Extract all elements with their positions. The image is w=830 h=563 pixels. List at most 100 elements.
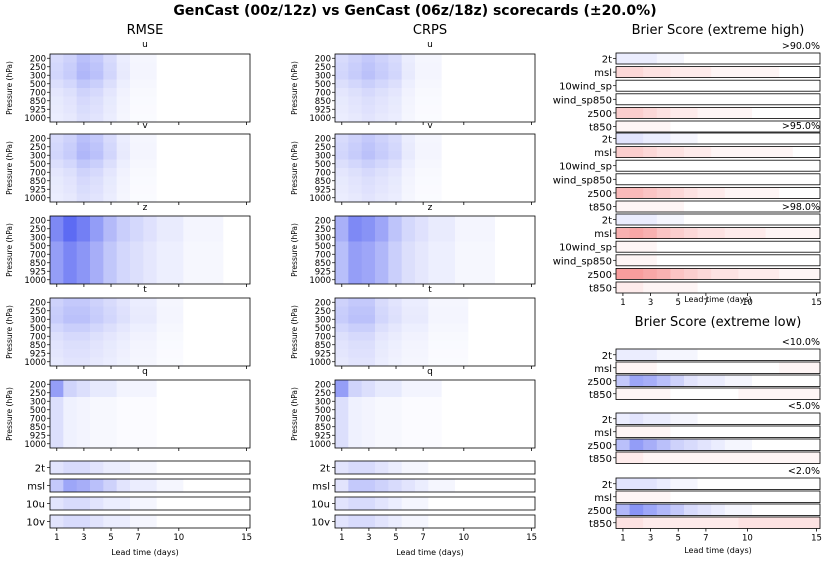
heatmap-crps-q-cell xyxy=(335,439,349,448)
heatmap-rmse-v-cell xyxy=(90,142,104,151)
heatmap-rmse-q-cell xyxy=(130,414,144,423)
heatmap-rmse-t-cell xyxy=(223,306,238,315)
brier-high-t850-cell xyxy=(656,121,671,132)
heatmap-crps-q-cell xyxy=(481,439,496,448)
heatmap-crps-q-cell xyxy=(508,431,523,440)
heatmap-crps-v-cell xyxy=(521,142,536,151)
heatmap-crps-t-cell xyxy=(375,315,389,324)
brier-low-t850-cell xyxy=(643,452,658,464)
brier-low-msl-cell xyxy=(670,362,685,374)
heatmap-crps-t-cell xyxy=(508,332,523,341)
brier-high-wind_sp850-cell xyxy=(738,173,753,185)
heatmap-crps-t-cell xyxy=(415,315,429,324)
heatmap-rmse-v-cell xyxy=(156,142,171,151)
heatmap-crps-u-cell xyxy=(415,96,429,105)
heatmap-rmse-v-cell xyxy=(156,185,171,194)
brier-high-z500-cell xyxy=(779,107,794,119)
brier-high-msl-cell xyxy=(724,66,739,78)
heatmap-rmse-u-cell xyxy=(196,88,211,97)
brier-high-wind_sp850-cell xyxy=(792,173,807,185)
heatmap-crps-q-cell xyxy=(415,380,429,389)
heatmap-crps-u-cell xyxy=(361,113,376,122)
heatmap-crps-t-cell xyxy=(455,349,469,358)
heatmap-rmse-z-cell xyxy=(130,258,144,267)
heatmap-crps-t-cell xyxy=(375,340,389,349)
heatmap-rmse-t-cell xyxy=(143,323,158,332)
heatmap-rmse-z-cell xyxy=(63,250,78,259)
heatmap-rmse-v-cell xyxy=(103,193,118,202)
heatmap-crps-t-cell xyxy=(481,323,496,332)
heatmap-crps-q-cell xyxy=(521,422,536,431)
brier-high-t850-cell xyxy=(765,121,780,132)
level-label: 925 xyxy=(30,349,46,359)
heatmap-rmse-t-cell xyxy=(143,357,158,366)
heatmap-rmse-z-cell xyxy=(63,224,78,233)
heatmap-rmse-q-cell xyxy=(210,405,224,414)
heatmap-crps-t-cell xyxy=(495,323,509,332)
heatmap-crps-v-cell xyxy=(441,159,456,168)
heatmap-crps-z-cell xyxy=(495,267,509,276)
heatmap-crps-q-cell xyxy=(415,414,429,423)
brier-high-z500-cell xyxy=(629,107,644,119)
heatmap-crps-v-cell xyxy=(401,151,416,160)
brier-low-msl-cell xyxy=(711,426,726,438)
panel-title-u: u xyxy=(427,40,433,50)
heatmap-rmse-u-cell xyxy=(183,62,198,71)
heatmap-rmse-v-cell xyxy=(196,142,211,151)
heatmap-rmse-u-cell xyxy=(50,79,64,88)
brier-high-t850-cell xyxy=(806,201,821,212)
brier-var-label-msl: msl xyxy=(594,68,612,79)
heatmap-rmse-v-cell xyxy=(76,142,91,151)
heatmap-rmse-t-cell xyxy=(76,357,91,366)
heatmap-rmse-u-cell xyxy=(63,54,78,63)
brier-high-z500-cell xyxy=(711,268,726,280)
brier-high-msl-cell xyxy=(684,227,699,239)
heatmap-rmse-q-cell xyxy=(103,431,118,440)
heatmap-crps-z-cell xyxy=(361,250,376,259)
heatmap-rmse-u-cell xyxy=(103,113,118,122)
heatmap-crps-q-cell xyxy=(468,388,483,397)
heatmap-crps-u-cell xyxy=(495,54,509,63)
brier-high-2t-cell xyxy=(792,214,807,225)
level-label: 700 xyxy=(30,168,46,178)
brier-high-wind_sp850-cell xyxy=(765,173,780,185)
heatmap-crps-v-cell xyxy=(495,142,509,151)
heatmap-crps-q-cell xyxy=(401,414,416,423)
brier-high-wind_sp850-cell xyxy=(656,254,671,266)
brier-high-t850-cell xyxy=(724,121,739,132)
surface-crps-2t-cell xyxy=(375,461,389,474)
heatmap-crps-t-cell xyxy=(375,323,389,332)
heatmap-crps-t-cell xyxy=(428,340,443,349)
heatmap-crps-t-cell xyxy=(508,340,523,349)
heatmap-rmse-t-cell xyxy=(50,315,64,324)
surface-rmse-10u-cell xyxy=(156,497,171,510)
level-label: 925 xyxy=(30,185,46,195)
heatmap-rmse-z-cell xyxy=(103,267,118,276)
heatmap-rmse-v-cell xyxy=(183,159,198,168)
level-label: 925 xyxy=(30,105,46,115)
heatmap-rmse-q-cell xyxy=(116,422,131,431)
heatmap-rmse-u-cell xyxy=(103,54,118,63)
heatmap-crps-t-cell xyxy=(401,349,416,358)
brier-low-z500-cell xyxy=(779,504,794,516)
heatmap-crps-v-cell xyxy=(468,134,483,143)
heatmap-crps-v-cell xyxy=(521,168,536,177)
heatmap-rmse-v-cell xyxy=(130,193,144,202)
brier-high-t850-cell xyxy=(656,201,671,212)
brier-high-2t-cell xyxy=(765,53,780,64)
surface-crps-10u-cell xyxy=(401,497,416,510)
heatmap-rmse-t-cell xyxy=(156,315,171,324)
heatmap-rmse-t-cell xyxy=(236,298,251,307)
heatmap-crps-z-cell xyxy=(455,267,469,276)
brier-high-2t-cell xyxy=(656,214,671,225)
heatmap-crps-u-cell xyxy=(508,105,523,114)
heatmap-rmse-z-cell xyxy=(130,224,144,233)
heatmap-crps-z-cell xyxy=(375,275,389,284)
xaxis-brier-high-tick-label: 7 xyxy=(703,298,708,308)
brier-low-msl-cell xyxy=(670,491,685,503)
heatmap-rmse-q-cell xyxy=(156,439,171,448)
heatmap-rmse-q-cell xyxy=(183,388,198,397)
heatmap-rmse-v-cell xyxy=(236,176,251,185)
brier-high-t850-cell xyxy=(629,282,644,293)
